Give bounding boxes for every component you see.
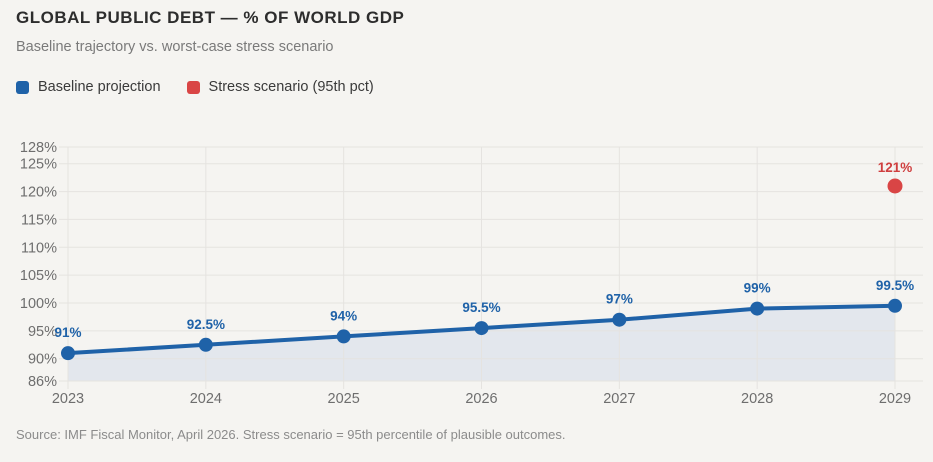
baseline-data-label: 95.5% [462,300,500,315]
stress-data-label: 121% [878,160,913,175]
baseline-data-point [750,301,765,316]
baseline-data-point [61,346,75,361]
baseline-data-point [336,329,351,344]
baseline-data-point [888,298,902,313]
source-note: Source: IMF Fiscal Monitor, April 2026. … [16,427,566,442]
legend-label-baseline: Baseline projection [38,79,161,95]
x-tick-label: 2028 [741,391,773,407]
x-tick-label: 2025 [328,391,360,407]
stress-swatch-icon [186,80,200,94]
y-tick-label: 105% [20,268,57,284]
legend-label-stress: Stress scenario (95th pct) [208,79,374,95]
baseline-data-label: 94% [330,308,357,323]
stress-data-point [887,178,903,194]
baseline-data-point [198,337,213,352]
baseline-data-label: 92.5% [187,317,225,332]
baseline-data-label: 91% [54,325,81,340]
y-tick-label: 90% [28,352,57,368]
y-tick-label: 128% [20,140,57,156]
y-tick-label: 100% [20,296,57,312]
baseline-swatch-icon [16,80,29,94]
baseline-data-label: 99.5% [876,278,914,293]
baseline-data-point [612,312,627,327]
y-tick-label: 110% [21,240,57,256]
x-tick-label: 2024 [190,391,222,407]
y-tick-label: 86% [28,374,57,390]
legend-item-stress: Stress scenario (95th pct) [186,79,374,95]
y-tick-label: 95% [28,324,57,340]
debt-line-chart: 86% 90% 95% 100% 105% 110% 115% 120% 125%128% 202… [20,140,923,407]
chart-legend: Baseline projection Stress scenario (95t… [16,79,374,95]
x-tick-label: 2027 [603,391,635,407]
chart-title: GLOBAL PUBLIC DEBT — % OF WORLD GDP [16,8,405,27]
baseline-data-label: 97% [606,292,633,307]
x-tick-label: 2029 [879,391,911,407]
y-tick-label: 115% [21,212,57,228]
y-tick-label: 125% [20,157,57,173]
baseline-data-label: 99% [744,281,771,296]
y-tick-label: 120% [20,185,57,201]
x-tick-label: 2026 [465,391,497,407]
legend-item-baseline: Baseline projection [16,79,161,95]
x-tick-label: 2023 [52,391,84,407]
baseline-data-point [474,321,489,336]
chart-subtitle: Baseline trajectory vs. worst-case stres… [16,39,334,55]
